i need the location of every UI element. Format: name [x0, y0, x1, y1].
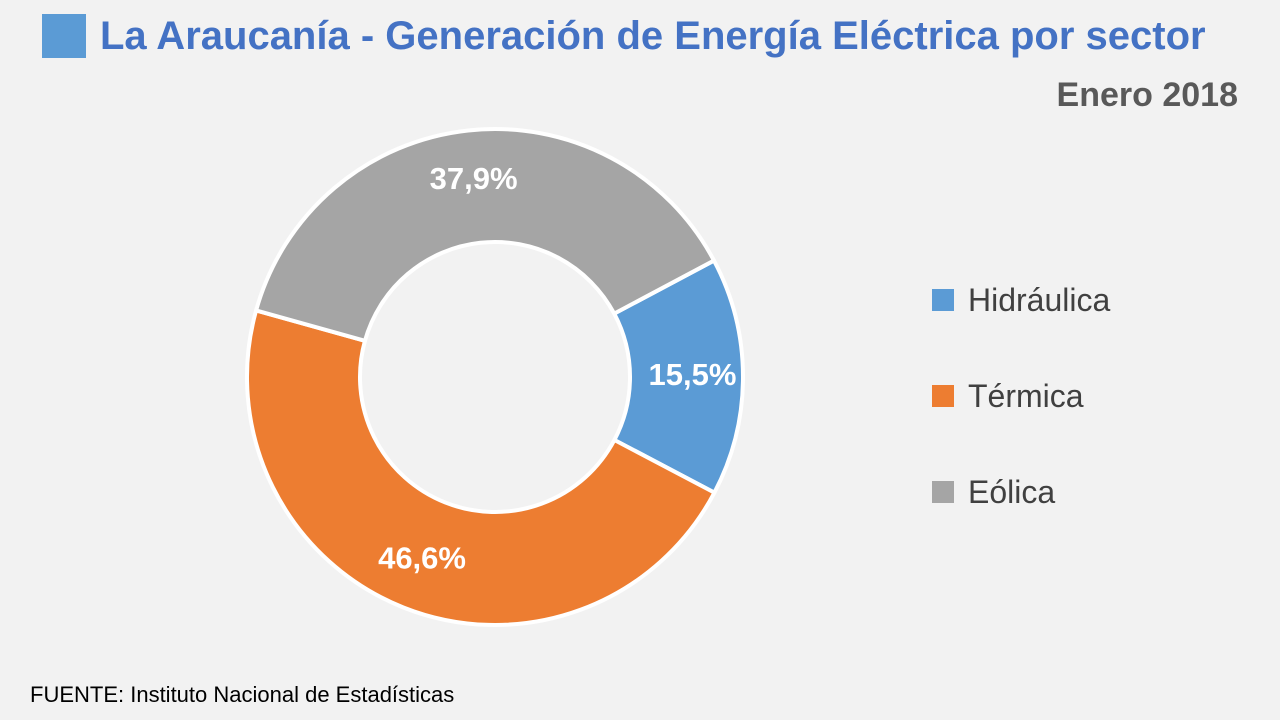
legend-swatch-2: [932, 481, 954, 503]
legend-label-2: Eólica: [968, 473, 1056, 510]
donut-slice-2: [254, 127, 716, 343]
title-square-icon: [42, 14, 86, 58]
donut-slice-0: [612, 258, 745, 495]
data-label-0: 15,5%: [649, 357, 737, 392]
donut-slice-1: [245, 308, 717, 627]
legend-item-2: Eólica: [932, 464, 1110, 520]
legend-label-1: Térmica: [968, 377, 1084, 414]
chart-legend: Hidráulica Térmica Eólica: [932, 272, 1110, 560]
legend-item-0: Hidráulica: [932, 272, 1110, 328]
legend-item-1: Térmica: [932, 368, 1110, 424]
legend-swatch-0: [932, 289, 954, 311]
chart-title: La Araucanía - Generación de Energía Elé…: [100, 13, 1206, 58]
legend-swatch-1: [932, 385, 954, 407]
source-note: FUENTE: Instituto Nacional de Estadístic…: [30, 682, 455, 707]
data-label-1: 46,6%: [378, 541, 466, 576]
legend-label-0: Hidráulica: [968, 281, 1111, 318]
data-label-2: 37,9%: [430, 161, 518, 196]
chart-subtitle: Enero 2018: [1056, 76, 1238, 114]
chart-header: La Araucanía - Generación de Energía Elé…: [42, 10, 1206, 62]
